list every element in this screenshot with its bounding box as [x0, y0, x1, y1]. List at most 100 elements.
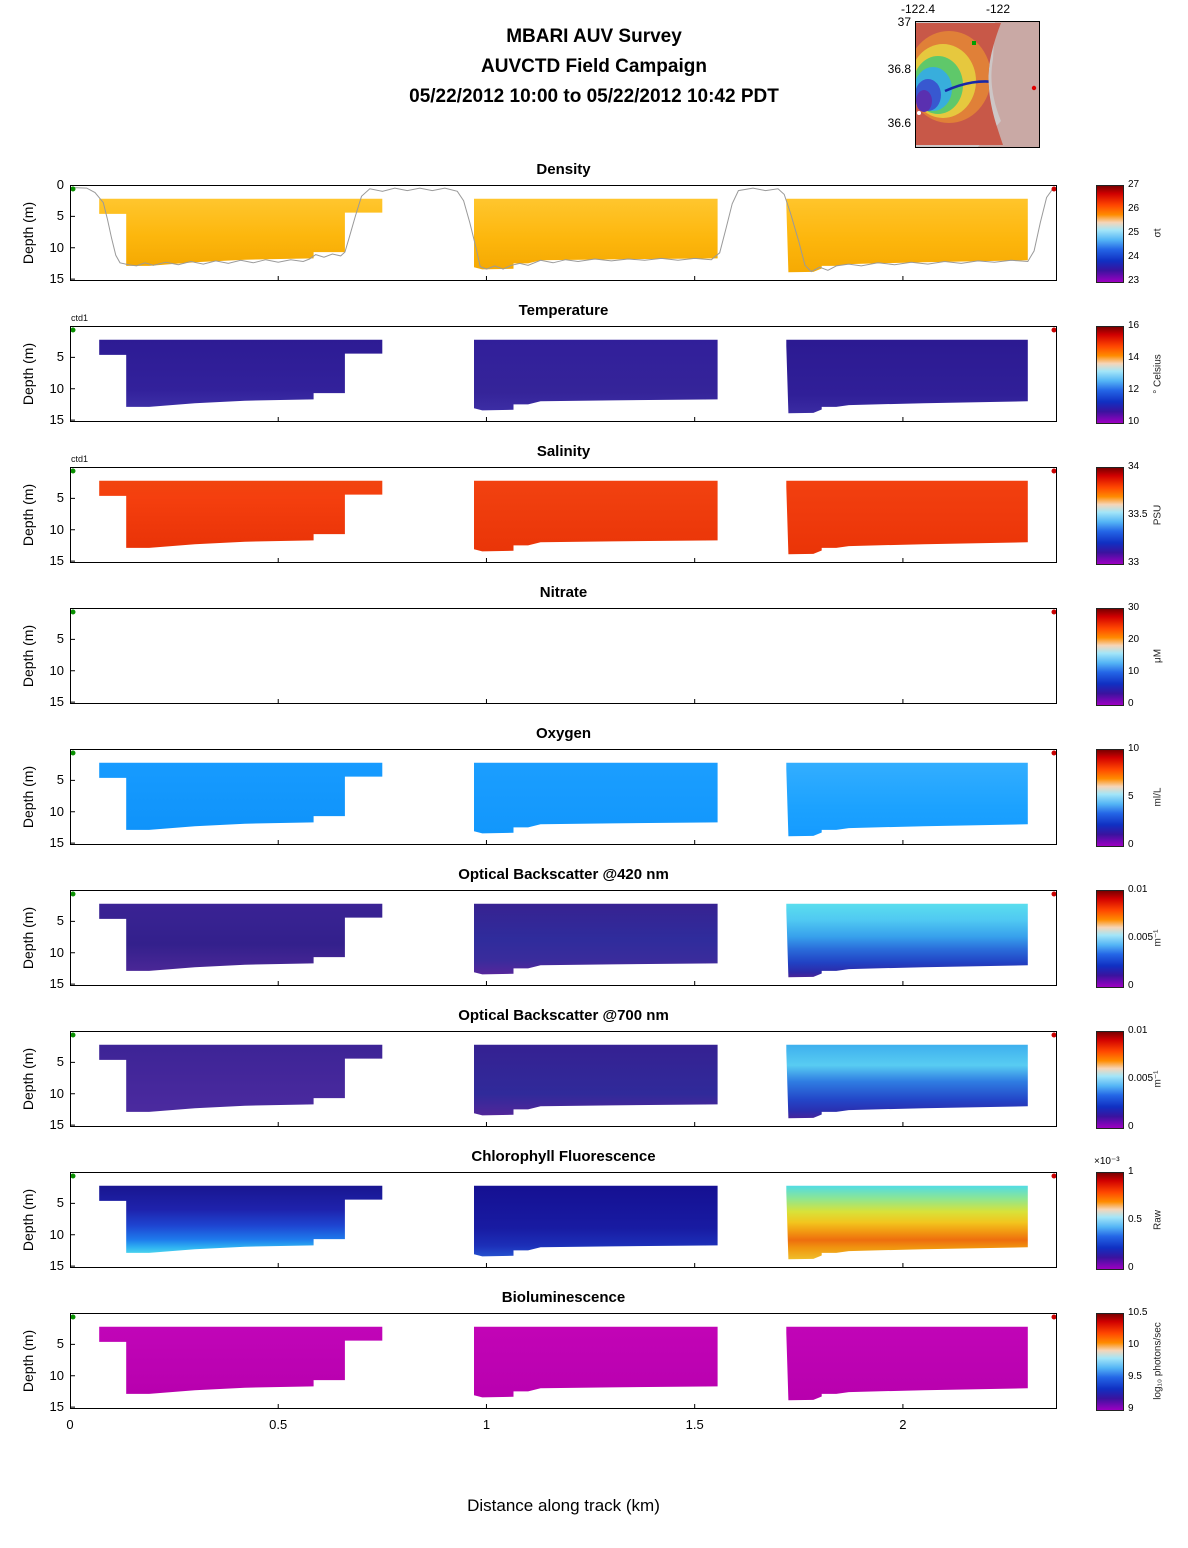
colorbar-tick-temperature-10: 10	[1128, 416, 1140, 427]
colorbar-tick-density-26: 26	[1128, 203, 1140, 214]
x-tick-0.5: 0.5	[269, 1417, 288, 1432]
colorbar-unit-nitrate: μM	[1152, 648, 1164, 664]
plot-border	[70, 608, 1057, 704]
plot-obs420	[70, 890, 1057, 986]
y-tick-nitrate-10: 10	[49, 662, 64, 678]
y-tick-salinity-10: 10	[49, 521, 64, 537]
colorbar-tick-nitrate-30: 30	[1128, 602, 1140, 613]
colorbar-tick-obs700-0.005: 0.005	[1128, 1073, 1154, 1084]
colorbar-tick-bioluminescence-9.5: 9.5	[1128, 1371, 1142, 1383]
plot-border	[70, 467, 1057, 563]
track-end-marker	[1051, 468, 1057, 474]
plot-density	[70, 185, 1057, 281]
bioluminescence-segment-3	[786, 1326, 1028, 1401]
y-tick-temperature-15: 15	[49, 412, 64, 428]
track-end-marker	[1051, 1314, 1057, 1320]
y-tick-nitrate-15: 15	[49, 694, 64, 710]
colorbar-tick-density-25: 25	[1128, 227, 1140, 238]
plot-chlorophyll	[70, 1172, 1057, 1268]
salinity-segment-3	[786, 480, 1028, 555]
y-tick-bioluminescence-5: 5	[56, 1336, 64, 1352]
map-end-marker	[1031, 85, 1037, 91]
map-border	[915, 21, 1040, 148]
x-tick-1: 1	[482, 1417, 491, 1432]
map-x-tick-west: -122.4	[900, 2, 936, 16]
colorbar-nitrate	[1096, 608, 1124, 706]
panel-title-salinity: Salinity	[536, 443, 591, 460]
colorbar-tick-oxygen-0: 0	[1128, 839, 1134, 850]
colorbar-unit-obs700: m⁻¹	[1152, 1070, 1164, 1088]
track-start-marker	[70, 1032, 76, 1038]
plot-border	[70, 749, 1057, 845]
obs700-segment-1	[99, 1044, 383, 1112]
instrument-label-salinity: ctd1	[71, 454, 89, 464]
x-axis-label: Distance along track (km)	[467, 1496, 660, 1515]
plot-border	[70, 1313, 1057, 1409]
map-start-marker	[972, 41, 976, 45]
colorbar-tick-salinity-33: 33	[1128, 557, 1140, 568]
colorbar-tick-bioluminescence-10.5: 10.5	[1128, 1307, 1148, 1318]
panel-title-obs700: Optical Backscatter @700 nm	[458, 1007, 669, 1024]
y-tick-obs420-10: 10	[49, 944, 64, 960]
plot-oxygen	[70, 749, 1057, 845]
panel-title-oxygen: Oxygen	[535, 725, 592, 742]
y-tick-obs700-5: 5	[56, 1054, 64, 1070]
figure-title: MBARI AUV Survey	[506, 26, 682, 47]
salinity-segment-1	[99, 480, 383, 548]
obs420-segment-2	[474, 903, 718, 975]
track-end-marker	[1051, 750, 1057, 756]
colorbar-density	[1096, 185, 1124, 283]
track-start-marker	[70, 186, 76, 192]
density-segment-1	[99, 198, 383, 266]
colorbar-tick-nitrate-0: 0	[1128, 698, 1134, 709]
y-tick-obs420-15: 15	[49, 976, 64, 992]
colorbar-tick-density-23: 23	[1128, 275, 1140, 286]
oxygen-segment-1	[99, 762, 383, 830]
bioluminescence-segment-1	[99, 1326, 383, 1394]
colorbar-tick-salinity-34: 34	[1128, 461, 1140, 472]
colorbar-tick-chlorophyll-0: 0	[1128, 1262, 1134, 1273]
track-start-marker	[70, 609, 76, 615]
bathymetry-map	[915, 21, 1040, 148]
colorbar-unit-oxygen: ml/L	[1152, 787, 1164, 807]
x-tick-2: 2	[899, 1417, 907, 1432]
y-axis-label-obs700: Depth (m)	[20, 1047, 36, 1111]
map-land	[977, 21, 1040, 148]
y-tick-obs700-15: 15	[49, 1117, 64, 1133]
colorbar-unit-bioluminescence: log₁₀ photons/sec	[1152, 1322, 1164, 1400]
colorbar-tick-obs420-0.01: 0.01	[1128, 884, 1148, 895]
colorbar-unit-temperature: ° Celsius	[1152, 354, 1164, 394]
y-tick-bioluminescence-15: 15	[49, 1399, 64, 1415]
track-end-marker	[1051, 891, 1057, 897]
colorbar-tick-bioluminescence-9: 9	[1128, 1403, 1134, 1414]
colorbar-tick-obs700-0.01: 0.01	[1128, 1025, 1148, 1036]
map-x-tick-east: -122	[985, 2, 1011, 16]
colorbar-tick-chlorophyll-0.5: 0.5	[1128, 1214, 1142, 1225]
chlorophyll-segment-1	[99, 1185, 383, 1253]
track-start-marker	[70, 1173, 76, 1179]
chlorophyll-segment-3	[786, 1185, 1028, 1260]
y-tick-obs700-10: 10	[49, 1085, 64, 1101]
colorbar-tick-obs420-0.005: 0.005	[1128, 932, 1154, 943]
map-y-tick-36-6: 36.6	[887, 116, 911, 130]
y-axis-label-density: Depth (m)	[20, 201, 36, 265]
colorbar-tick-oxygen-10: 10	[1128, 743, 1140, 754]
colorbar-tick-temperature-14: 14	[1128, 351, 1140, 363]
oxygen-segment-3	[786, 762, 1028, 837]
map-inset: -122.4 -122 37 36.8 36.6	[870, 2, 1110, 162]
track-start-marker	[70, 750, 76, 756]
obs420-segment-3	[786, 903, 1028, 978]
plot-border	[70, 890, 1057, 986]
panel-title-bioluminescence: Bioluminescence	[501, 1289, 626, 1306]
y-tick-oxygen-5: 5	[56, 772, 64, 788]
plot-border	[70, 1172, 1057, 1268]
panel-title-chlorophyll: Chlorophyll Fluorescence	[471, 1148, 656, 1165]
plot-border	[70, 326, 1057, 422]
track-start-marker	[70, 468, 76, 474]
panel-title-density: Density	[536, 161, 591, 178]
colorbar-tick-density-27: 27	[1128, 179, 1140, 190]
y-axis-label-obs420: Depth (m)	[20, 906, 36, 970]
colorbar-exponent-chlorophyll: ×10⁻³	[1094, 1156, 1120, 1167]
plot-border	[70, 185, 1057, 281]
colorbar-tick-obs700-0: 0	[1128, 1121, 1134, 1132]
